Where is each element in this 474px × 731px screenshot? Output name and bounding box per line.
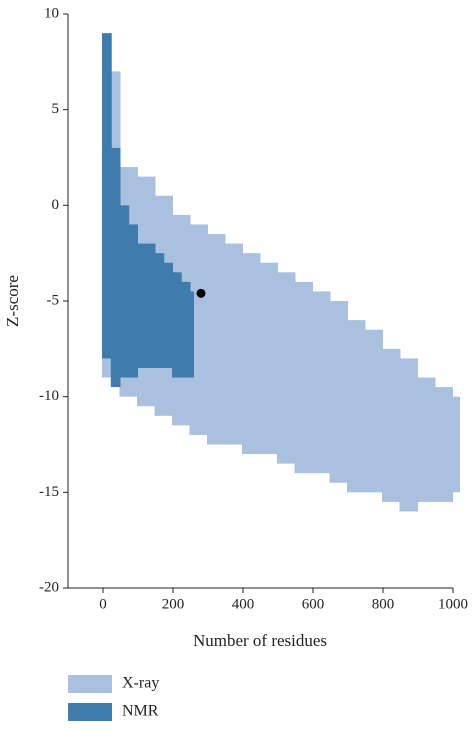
range-band bbox=[417, 377, 436, 502]
range-band bbox=[382, 348, 401, 502]
x-tick-label: 600 bbox=[302, 596, 325, 612]
range-band bbox=[207, 234, 226, 445]
y-tick-label: 10 bbox=[44, 5, 59, 21]
legend-swatch bbox=[68, 675, 112, 693]
y-tick-label: 0 bbox=[52, 197, 60, 213]
range-band bbox=[119, 205, 130, 378]
range-band bbox=[399, 358, 418, 512]
range-band bbox=[102, 33, 112, 359]
range-band bbox=[259, 262, 278, 455]
range-band bbox=[145, 243, 156, 368]
range-band bbox=[189, 224, 208, 435]
range-band bbox=[329, 301, 348, 483]
range-band bbox=[180, 281, 191, 378]
range-band bbox=[277, 272, 296, 464]
range-band bbox=[137, 243, 147, 368]
range-band bbox=[434, 387, 453, 502]
y-tick-label: -10 bbox=[39, 388, 59, 404]
x-tick-label: 400 bbox=[232, 596, 255, 612]
range-band bbox=[224, 243, 243, 445]
range-band bbox=[312, 291, 331, 474]
range-band bbox=[364, 329, 383, 493]
range-band bbox=[163, 262, 173, 368]
query-point bbox=[196, 288, 206, 298]
y-tick-label: -5 bbox=[47, 292, 60, 308]
y-tick-label: -15 bbox=[39, 484, 59, 500]
legend-label: NMR bbox=[122, 703, 159, 720]
x-tick-label: 200 bbox=[162, 596, 185, 612]
range-band bbox=[128, 224, 138, 378]
range-band bbox=[452, 396, 460, 493]
range-band bbox=[189, 291, 194, 378]
x-tick-label: 1000 bbox=[438, 596, 468, 612]
data-layer bbox=[102, 33, 460, 512]
legend-label: X-ray bbox=[122, 675, 159, 692]
range-band bbox=[242, 253, 261, 455]
legend-swatch bbox=[68, 703, 112, 721]
x-axis-label: Number of residues bbox=[193, 631, 327, 650]
range-band bbox=[294, 281, 313, 474]
range-band bbox=[110, 147, 121, 388]
y-tick-label: -20 bbox=[39, 579, 59, 595]
y-axis-label: Z-score bbox=[3, 275, 22, 327]
range-band bbox=[172, 272, 182, 378]
x-tick-label: 0 bbox=[99, 596, 107, 612]
x-tick-label: 800 bbox=[372, 596, 395, 612]
range-band bbox=[154, 253, 165, 368]
y-tick-label: 5 bbox=[52, 101, 60, 117]
range-band bbox=[347, 320, 366, 493]
